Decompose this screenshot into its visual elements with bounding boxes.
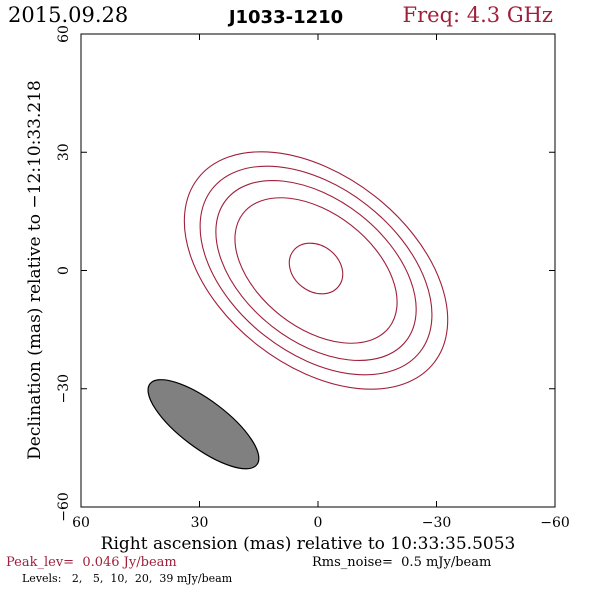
contour-level-10	[215, 179, 417, 362]
y-tick-label: 30	[56, 143, 72, 161]
x-tick-label: 0	[314, 515, 323, 531]
axis-ticks	[80, 33, 556, 508]
observation-date: 2015.09.28	[8, 3, 128, 27]
source-name: J1033-1210	[227, 7, 343, 28]
contour-group	[183, 151, 449, 390]
plot-frame	[80, 33, 556, 508]
restoring-beam	[147, 379, 260, 470]
y-tick-label: 0	[56, 266, 72, 275]
beam-group	[147, 379, 260, 470]
contour-level-20	[234, 197, 398, 344]
x-tick-label: −60	[540, 515, 570, 531]
y-axis-label: Declination (mas) relative to −12:10:33.…	[25, 80, 45, 460]
y-tick-label: 60	[56, 25, 72, 43]
contour-level-5	[199, 165, 433, 376]
rms-noise: Rms_noise= 0.5 mJy/beam	[312, 555, 491, 570]
contour-level-39	[288, 242, 344, 295]
contour-level-2	[183, 151, 449, 390]
frequency-label: Freq: 4.3 GHz	[403, 3, 553, 27]
y-tick-label: −30	[56, 374, 72, 404]
y-tick-label: −60	[56, 492, 72, 522]
x-tick-label: −30	[422, 515, 452, 531]
x-tick-label: 30	[191, 515, 209, 531]
x-tick-label: 60	[72, 515, 90, 531]
contour-levels: Levels: 2, 5, 10, 20, 39 mJy/beam	[22, 572, 233, 585]
tick-labels: 60 30 0 −30 −60 −60 −30 0 30 60	[56, 25, 570, 531]
x-axis-label: Right ascension (mas) relative to 10:33:…	[101, 534, 516, 554]
peak-level: Peak_lev= 0.046 Jy/beam	[6, 555, 177, 570]
